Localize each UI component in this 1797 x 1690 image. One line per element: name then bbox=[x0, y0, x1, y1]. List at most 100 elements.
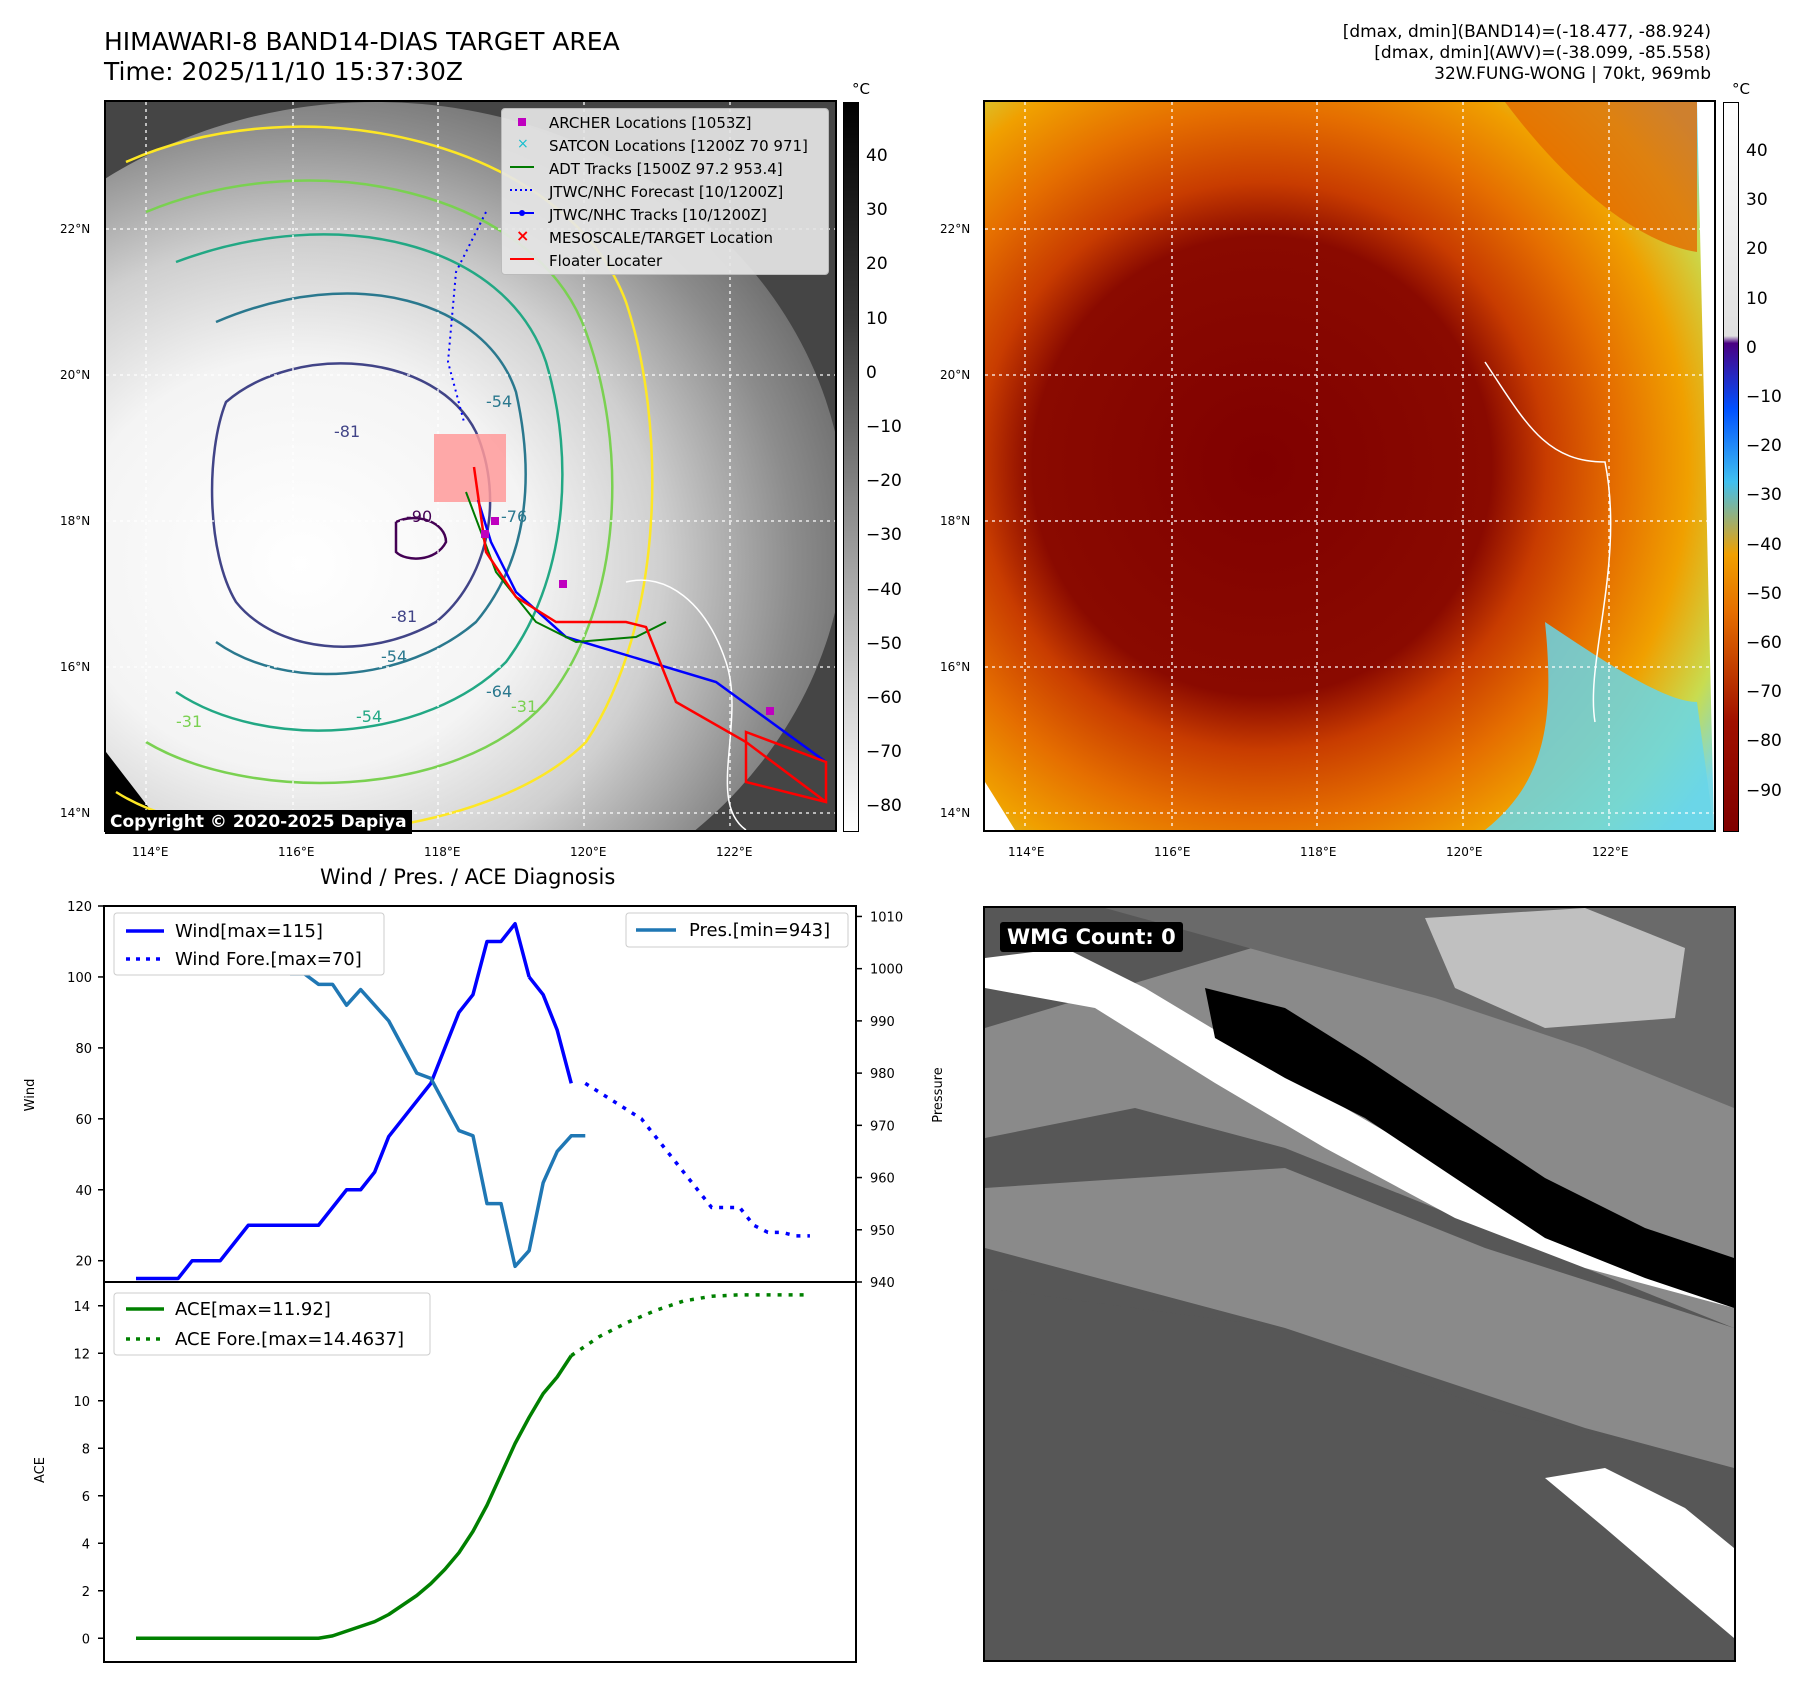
contour-label: -54 bbox=[381, 647, 407, 666]
ace-ytick-label: 10 bbox=[73, 1395, 90, 1410]
lat-label-14n: 14°N bbox=[60, 806, 91, 820]
ace-legend: ACE[max=11.92] ACE Fore.[max=14.4637] bbox=[113, 1292, 431, 1356]
lat-label-16n-right: 16°N bbox=[940, 660, 971, 674]
ace-ytick-label: 6 bbox=[82, 1490, 90, 1505]
legend-wind-fore-label: Wind Fore.[max=70] bbox=[175, 949, 362, 970]
colorbar-tick-label: −90 bbox=[1746, 780, 1782, 801]
copyright-badge: Copyright © 2020-2025 Dapiya bbox=[105, 810, 412, 834]
lat-label-20n-right: 20°N bbox=[940, 368, 971, 382]
wind-ytick-label: 40 bbox=[75, 1184, 92, 1199]
wmg-image bbox=[985, 908, 1734, 1660]
contour-label: -54 bbox=[356, 707, 382, 726]
colorbar-tick-label: −10 bbox=[866, 417, 902, 437]
colorbar-tick-label: 20 bbox=[1746, 239, 1768, 260]
legend-ace-fore-label: ACE Fore.[max=14.4637] bbox=[175, 1329, 404, 1350]
wmg-count-badge: WMG Count: 0 bbox=[1000, 922, 1183, 952]
colorbar-tick-label: 40 bbox=[866, 146, 888, 166]
lon-label-116e-right: 116°E bbox=[1154, 845, 1191, 859]
colorbar-tick-label: 0 bbox=[866, 362, 877, 383]
wind-ytick-label: 60 bbox=[75, 1113, 92, 1128]
ace-axis-label: ACE bbox=[33, 1457, 48, 1483]
legend-satcon-marker: × bbox=[517, 136, 529, 152]
info-line-awv: [dmax, dmin](AWV)=(-38.099, -85.558) bbox=[1374, 43, 1711, 63]
colorbar-tick-label: −50 bbox=[1746, 583, 1782, 604]
legend-ace-label: ACE[max=11.92] bbox=[175, 1299, 331, 1320]
legend-item-adt: ADT Tracks [1500Z 97.2 953.4] bbox=[549, 160, 783, 178]
pressure-ytick-label: 970 bbox=[870, 1119, 895, 1134]
lon-label-114e: 114°E bbox=[132, 845, 169, 859]
colorbar-tick-label: 0 bbox=[1746, 337, 1757, 358]
legend-target-marker: × bbox=[516, 226, 529, 245]
lat-label-22n-right: 22°N bbox=[940, 222, 971, 236]
legend-item-satcon: SATCON Locations [1200Z 70 971] bbox=[549, 137, 808, 155]
colorbar-tick-label: −50 bbox=[866, 633, 902, 654]
ace-ytick-label: 2 bbox=[82, 1585, 90, 1600]
contour-label: -81 bbox=[334, 422, 360, 441]
pressure-ytick-label: 950 bbox=[870, 1224, 895, 1239]
legend-item-floater: Floater Locater bbox=[549, 252, 663, 270]
lat-label-16n: 16°N bbox=[60, 660, 91, 674]
series-line-wind-tail bbox=[527, 975, 573, 1084]
diagnosis-chart: 1201008060402010101000990980970960950940… bbox=[23, 900, 946, 1663]
colorbar-tick-label: −70 bbox=[866, 742, 902, 763]
ace-ytick-label: 14 bbox=[73, 1300, 90, 1315]
legend-pres-label: Pres.[min=943] bbox=[689, 920, 830, 941]
series-line-ace bbox=[136, 1354, 573, 1640]
colorbar-tick-label: −60 bbox=[866, 688, 902, 708]
contour-label: -64 bbox=[486, 682, 512, 701]
lon-label-120e: 120°E bbox=[570, 845, 607, 859]
series-line-wind-fore- bbox=[584, 1081, 810, 1238]
info-line-band14: [dmax, dmin](BAND14)=(-18.477, -88.924) bbox=[1342, 22, 1711, 42]
awv-map-panel bbox=[983, 100, 1716, 832]
series-line-ace-fore- bbox=[570, 1293, 810, 1358]
ace-ytick-label: 8 bbox=[82, 1442, 90, 1457]
contour-label: -76 bbox=[501, 507, 527, 526]
pressure-ytick-label: 980 bbox=[870, 1067, 895, 1082]
colorbar-tick-label: −20 bbox=[866, 471, 902, 492]
wind-ytick-label: 120 bbox=[67, 900, 92, 915]
pressure-ytick-label: 1010 bbox=[870, 910, 903, 925]
colorbar-tick-label: −80 bbox=[1746, 731, 1782, 752]
wind-ytick-label: 80 bbox=[75, 1042, 92, 1057]
contour-label: -90 bbox=[406, 507, 432, 526]
lat-label-22n: 22°N bbox=[60, 222, 91, 236]
colorbar-left bbox=[843, 102, 859, 832]
ace-ytick-label: 12 bbox=[73, 1347, 90, 1362]
colorbar-tick-label: 20 bbox=[866, 254, 888, 275]
legend-item-target: MESOSCALE/TARGET Location bbox=[549, 229, 774, 247]
map-legend: × × ARCHER Locations [1053Z] SATCON Loca… bbox=[501, 108, 829, 275]
pressure-axis-label: Pressure bbox=[931, 1067, 946, 1123]
colorbar-tick-label: −60 bbox=[1746, 633, 1782, 653]
lat-label-18n: 18°N bbox=[60, 514, 91, 528]
colorbar-tick-label: −30 bbox=[866, 525, 902, 546]
colorbar-tick-label: −10 bbox=[1746, 387, 1782, 407]
lat-label-20n: 20°N bbox=[60, 368, 91, 382]
lon-label-122e-right: 122°E bbox=[1592, 845, 1629, 859]
contour-label: -81 bbox=[391, 607, 417, 626]
lon-label-114e-right: 114°E bbox=[1008, 845, 1045, 859]
colorbar-tick-label: −80 bbox=[866, 796, 902, 817]
legend-item-forecast: JTWC/NHC Forecast [10/1200Z] bbox=[549, 183, 784, 201]
colorbar-tick-label: −40 bbox=[866, 579, 902, 600]
pressure-ytick-label: 960 bbox=[870, 1172, 895, 1187]
colorbar-right bbox=[1723, 102, 1739, 832]
colorbar-tick-label: 10 bbox=[866, 308, 888, 329]
lon-label-122e: 122°E bbox=[716, 845, 753, 859]
diagnosis-title: Wind / Pres. / ACE Diagnosis bbox=[320, 865, 616, 889]
wind-legend: Wind[max=115] Wind Fore.[max=70] bbox=[113, 912, 385, 976]
lat-label-14n-right: 14°N bbox=[940, 806, 971, 820]
pressure-legend: Pres.[min=943] bbox=[625, 912, 849, 948]
legend-wind-label: Wind[max=115] bbox=[175, 921, 323, 942]
awv-map-image bbox=[985, 102, 1714, 830]
ace-ytick-label: 4 bbox=[82, 1537, 90, 1552]
colorbar-tick-label: 40 bbox=[1746, 141, 1768, 161]
colorbar-tick-label: 30 bbox=[1746, 190, 1768, 211]
pressure-ytick-label: 990 bbox=[870, 1015, 895, 1030]
lon-label-120e-right: 120°E bbox=[1446, 845, 1483, 859]
contour-label: -54 bbox=[486, 392, 512, 411]
lon-label-118e-right: 118°E bbox=[1300, 845, 1337, 859]
contour-label: -31 bbox=[176, 712, 202, 731]
pressure-ytick-label: 1000 bbox=[870, 963, 903, 978]
colorbar-tick-label: 30 bbox=[866, 200, 888, 221]
lon-label-118e: 118°E bbox=[424, 845, 461, 859]
